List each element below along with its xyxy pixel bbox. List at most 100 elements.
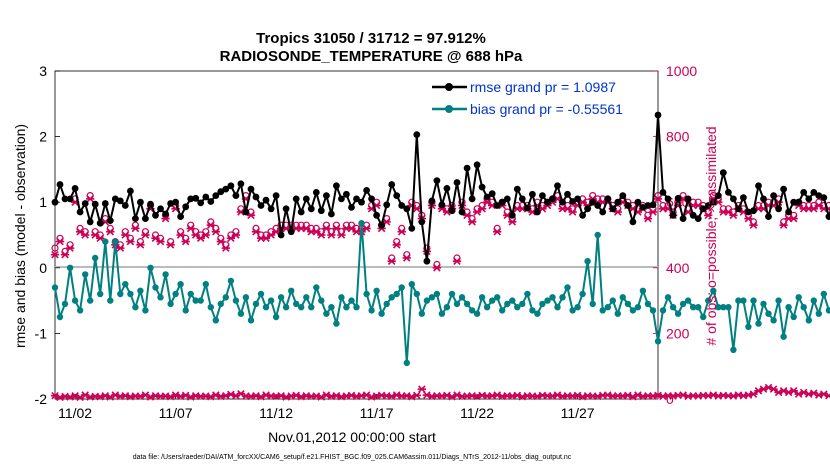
series-nrejected (50, 383, 830, 402)
bias-point (604, 304, 611, 311)
rmse-point (343, 190, 350, 198)
bias-point (634, 304, 642, 311)
nposs-point (151, 231, 160, 239)
rmse-point (433, 177, 441, 185)
nposs-point (749, 218, 758, 226)
y-right-tick-label: 200 (666, 325, 690, 341)
bias-point (785, 304, 792, 311)
rmse-point (740, 194, 747, 202)
y-tick-label: -1 (35, 325, 48, 341)
rmse-point (679, 215, 687, 223)
nposs-point (408, 198, 416, 206)
rmse-point (458, 208, 466, 216)
bias-point (418, 310, 425, 317)
rmse-point (91, 200, 99, 208)
nposs-point (61, 247, 69, 255)
y-right-tick-label: 400 (666, 260, 690, 276)
rmse-point (137, 198, 144, 206)
nposs-point (131, 221, 139, 229)
nposs-point (96, 231, 104, 239)
bias-point (358, 220, 365, 227)
bias-point (705, 297, 712, 304)
bias-point (700, 313, 707, 321)
rmse-point (664, 195, 672, 203)
bias-point (117, 290, 124, 298)
nposs-point (704, 208, 712, 216)
bias-point (468, 307, 476, 314)
bias-point (92, 254, 99, 262)
bias-point (820, 290, 827, 298)
bias-point (589, 300, 596, 308)
y-axis-left: 3 2 1 0 -1 -2 (35, 63, 60, 407)
bias-point (478, 294, 486, 301)
rmse-point (177, 213, 185, 221)
rmse-point (634, 198, 642, 206)
bias-point (348, 297, 355, 304)
rmse-point (579, 211, 586, 219)
bias-point (564, 284, 571, 291)
bias-point (428, 294, 436, 301)
nposs-point (227, 231, 235, 239)
bias-point (277, 294, 285, 301)
bias-point (669, 304, 677, 311)
bias-point (825, 307, 830, 314)
bias-point (282, 304, 290, 311)
rmse-point (297, 208, 305, 216)
rmse-point (483, 193, 491, 201)
nposs-point (332, 221, 340, 229)
nposs-point (322, 221, 330, 229)
x-tick-label: 11/27 (561, 405, 595, 421)
bias-point (765, 310, 772, 317)
nposs-point (106, 224, 114, 232)
rmse-point (584, 205, 591, 213)
bias-point (684, 297, 692, 304)
bias-point (207, 304, 214, 311)
y-tick-label: -2 (35, 391, 48, 407)
y-right-tick-label: 1000 (666, 63, 697, 79)
bias-point (102, 238, 109, 245)
rmse-point (363, 187, 370, 194)
bias-point (323, 310, 330, 317)
x-tick-label: 11/07 (159, 405, 193, 421)
bias-point (599, 307, 606, 314)
bias-point (66, 264, 74, 271)
rmse-point (142, 215, 149, 223)
nposs-point (644, 211, 652, 219)
rmse-point (66, 195, 74, 203)
legend-rmse-label: rmse grand pr = 1.0987 (470, 79, 616, 95)
x-tick-label: 11/12 (259, 405, 293, 421)
bias-point (393, 290, 400, 298)
rmse-point (609, 205, 617, 213)
rmse-point (348, 204, 355, 211)
rmse-point (795, 198, 803, 206)
bias-point (720, 304, 727, 311)
bias-point (735, 297, 742, 304)
y-tick-label: 1 (39, 194, 47, 210)
bias-point (82, 271, 89, 278)
bias-point (755, 320, 762, 327)
bias-point (162, 271, 169, 278)
bias-point (237, 310, 245, 317)
bias-point (262, 304, 270, 311)
bias-point (453, 300, 461, 308)
bias-point (815, 310, 822, 317)
rmse-point (157, 205, 164, 213)
nposs-point (453, 254, 461, 262)
rmse-point (594, 202, 602, 209)
rmse-point (152, 211, 159, 219)
rmse-point (714, 192, 722, 200)
rmse-point (126, 187, 134, 195)
rmse-point (353, 195, 360, 203)
bias-point (61, 300, 69, 308)
bias-point (132, 304, 139, 311)
nposs-point (202, 228, 210, 236)
nposs-point (262, 231, 270, 239)
bias-point (232, 297, 240, 304)
bias-point (167, 300, 174, 308)
rmse-point (81, 200, 89, 207)
rmse-point (383, 201, 391, 209)
y-axis-label: rmse and bias (model - observation) (12, 124, 28, 348)
rmse-point (805, 195, 813, 203)
bias-point (795, 294, 802, 301)
rmse-point (227, 182, 235, 190)
